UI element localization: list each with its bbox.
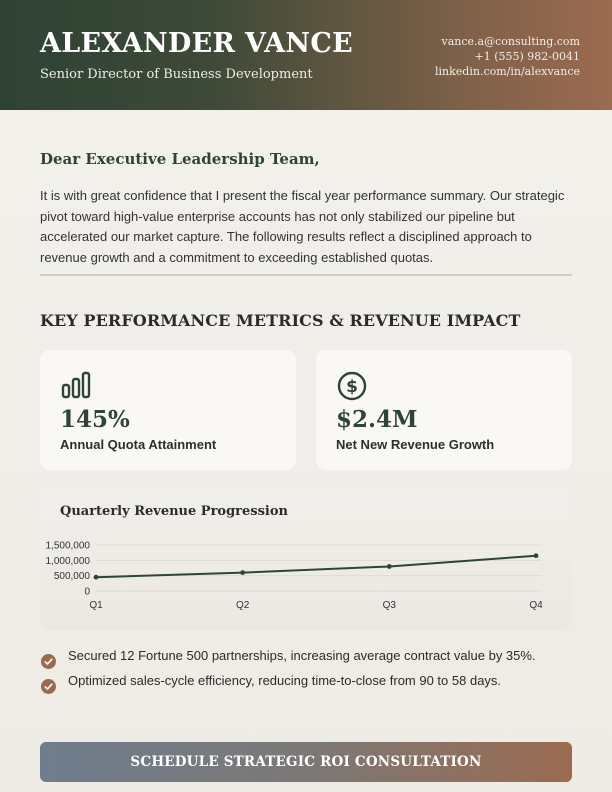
metric-label: Annual Quota Attainment (60, 437, 217, 452)
metric-card-revenue: $ $2.4M Net New Revenue Growth (316, 350, 572, 470)
schedule-consultation-button[interactable]: SCHEDULE STRATEGIC ROI CONSULTATION (40, 742, 572, 782)
dollar-circle-icon: $ (336, 370, 368, 402)
contact-info: vance.a@consulting.com +1 (555) 982-0041… (435, 34, 580, 79)
y-tick-label: 1,500,000 (46, 541, 91, 552)
revenue-chart-card: Quarterly Revenue Progression 0 500,000 1,… (40, 490, 572, 630)
candidate-name: ALEXANDER VANCE (40, 28, 354, 59)
y-tick-label: 1,000,000 (46, 556, 91, 567)
intro-paragraph: It is with great confidence that I prese… (40, 186, 572, 277)
list-item: Optimized sales-cycle efficiency, reduci… (40, 673, 572, 694)
data-point (93, 574, 99, 580)
chart-title: Quarterly Revenue Progression (60, 504, 288, 519)
y-tick-label: 0 (84, 587, 90, 598)
list-item: Secured 12 Fortune 500 partnerships, inc… (40, 648, 572, 669)
header-banner: ALEXANDER VANCE Senior Director of Busin… (0, 0, 612, 110)
email-link[interactable]: vance.a@consulting.com (441, 35, 580, 48)
bar-chart-icon (60, 370, 92, 402)
revenue-line-chart: 0 500,000 1,000,000 1,500,000 Q1 Q2 Q3 Q4 (46, 541, 544, 612)
data-point (386, 564, 392, 569)
metric-card-quota: 145% Annual Quota Attainment (40, 350, 296, 470)
x-tick-label: Q3 (383, 600, 397, 611)
check-circle-icon (41, 679, 56, 694)
x-tick-label: Q2 (236, 600, 250, 611)
svg-text:$: $ (346, 377, 358, 397)
x-tick-label: Q4 (529, 600, 543, 611)
metrics-section-title: KEY PERFORMANCE METRICS & REVENUE IMPACT (40, 311, 521, 330)
metric-value: $2.4M (336, 406, 418, 433)
x-tick-label: Q1 (89, 600, 103, 611)
highlight-text: Secured 12 Fortune 500 partnerships, inc… (68, 648, 536, 663)
linkedin-link[interactable]: linkedin.com/in/alexvance (435, 65, 580, 78)
data-point (240, 570, 246, 575)
y-tick-label: 500,000 (54, 571, 91, 582)
check-circle-icon (41, 654, 56, 669)
metric-value: 145% (60, 406, 130, 433)
highlights-list: Secured 12 Fortune 500 partnerships, inc… (40, 648, 572, 698)
candidate-role: Senior Director of Business Development (40, 67, 313, 82)
series-line (95, 554, 537, 579)
data-point (533, 553, 539, 559)
phone-number[interactable]: +1 (555) 982-0041 (474, 50, 581, 63)
metric-label: Net New Revenue Growth (336, 437, 495, 452)
highlight-text: Optimized sales-cycle efficiency, reduci… (68, 673, 502, 688)
salutation: Dear Executive Leadership Team, (40, 150, 320, 168)
